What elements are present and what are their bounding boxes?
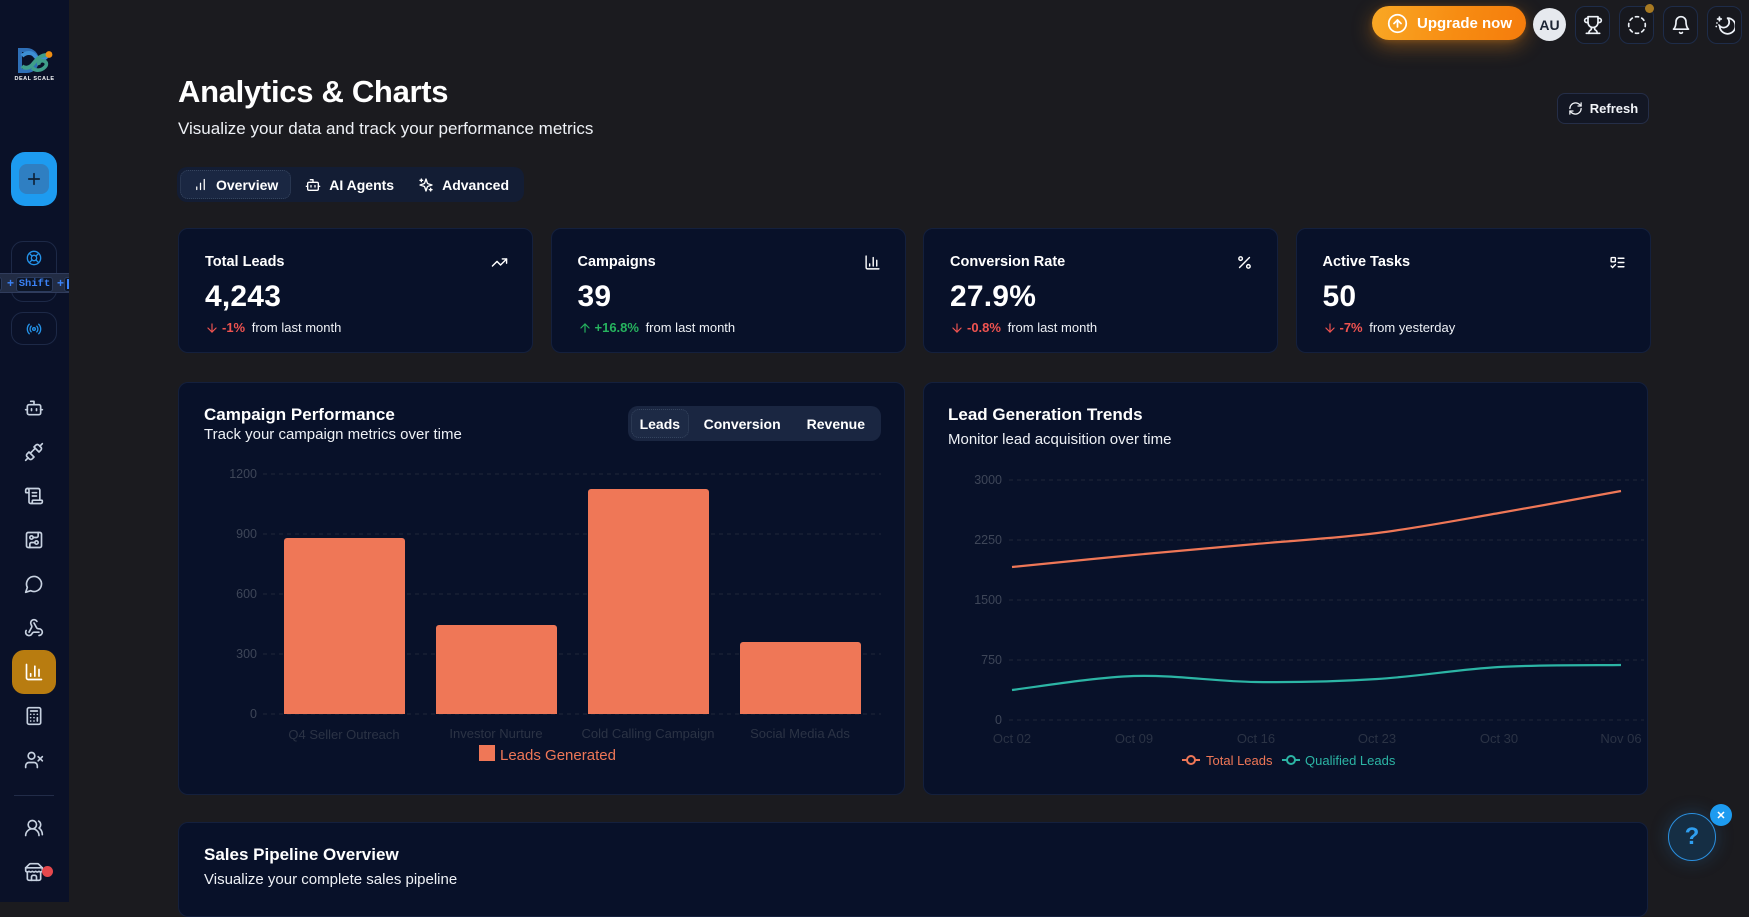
svg-text:Leads Generated: Leads Generated — [500, 747, 616, 764]
svg-text:Cold Calling Campaign: Cold Calling Campaign — [582, 726, 715, 741]
svg-text:2250: 2250 — [974, 533, 1002, 547]
svg-text:750: 750 — [981, 653, 1002, 667]
svg-text:0: 0 — [995, 713, 1002, 727]
svg-text:Q4 Seller Outreach: Q4 Seller Outreach — [288, 727, 399, 742]
svg-text:Oct 09: Oct 09 — [1115, 731, 1153, 746]
svg-text:900: 900 — [236, 527, 257, 541]
svg-text:Qualified Leads: Qualified Leads — [1305, 753, 1396, 768]
svg-text:Total Leads: Total Leads — [1206, 753, 1273, 768]
svg-text:Investor Nurture: Investor Nurture — [449, 726, 542, 741]
svg-text:Oct 30: Oct 30 — [1480, 731, 1518, 746]
svg-text:600: 600 — [236, 587, 257, 601]
svg-text:0: 0 — [250, 707, 257, 721]
svg-text:Oct 02: Oct 02 — [993, 731, 1031, 746]
svg-text:Oct 16: Oct 16 — [1237, 731, 1275, 746]
svg-text:Nov 06: Nov 06 — [1600, 731, 1641, 746]
svg-text:1500: 1500 — [974, 593, 1002, 607]
svg-text:3000: 3000 — [974, 473, 1002, 487]
svg-text:300: 300 — [236, 647, 257, 661]
svg-text:Oct 23: Oct 23 — [1358, 731, 1396, 746]
svg-text:Social Media Ads: Social Media Ads — [750, 726, 850, 741]
svg-text:1200: 1200 — [229, 467, 257, 481]
